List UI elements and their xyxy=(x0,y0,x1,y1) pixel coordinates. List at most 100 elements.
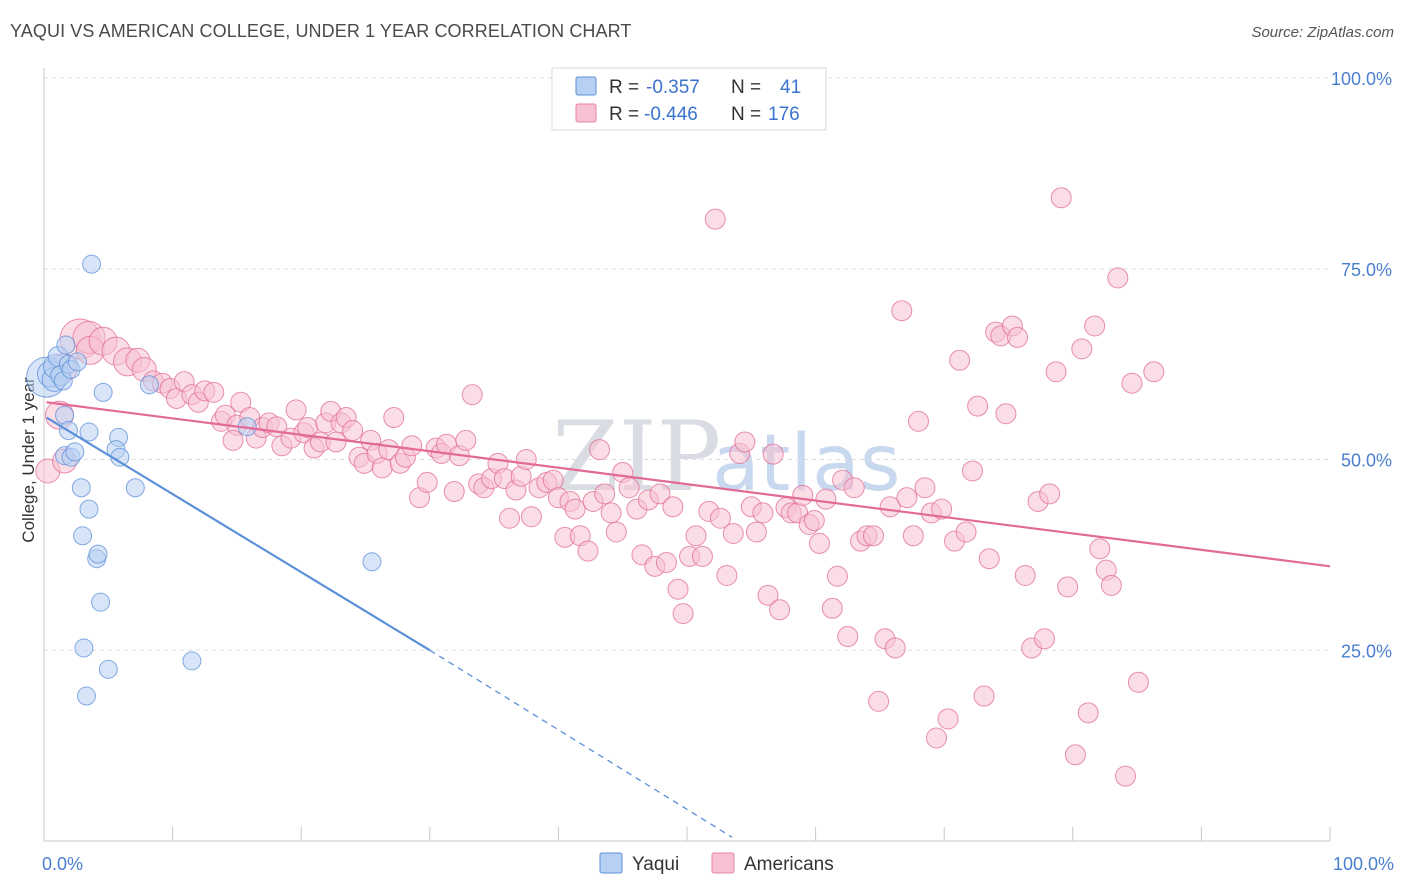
americans-point xyxy=(762,443,784,465)
americans-point xyxy=(1100,574,1122,596)
legend-bottom-label-yaqui: Yaqui xyxy=(632,854,679,875)
americans-point xyxy=(907,410,929,432)
yaqui-point xyxy=(93,382,113,402)
yaqui-point xyxy=(82,254,102,274)
legend-swatch-americans xyxy=(575,103,597,123)
americans-point xyxy=(734,431,756,453)
americans-point xyxy=(1089,538,1111,560)
yaqui-point xyxy=(88,544,108,564)
americans-point xyxy=(716,564,738,586)
legend-swatch-yaqui xyxy=(575,76,597,96)
americans-point xyxy=(285,399,307,421)
americans-point xyxy=(691,545,713,567)
yaqui-point xyxy=(91,592,111,612)
americans-point xyxy=(925,727,947,749)
americans-point xyxy=(868,690,890,712)
x-ticks xyxy=(43,827,1331,841)
americans-point xyxy=(564,498,586,520)
americans-point xyxy=(826,565,848,587)
americans-point xyxy=(955,521,977,543)
americans-point xyxy=(1107,267,1129,289)
legend-r-value-yaqui: -0.357 xyxy=(646,77,700,98)
yaqui-point xyxy=(125,478,145,498)
americans-point xyxy=(745,521,767,543)
americans-point xyxy=(1064,744,1086,766)
y-tick-label-25: 25.0% xyxy=(1341,641,1392,661)
americans-point xyxy=(1045,361,1067,383)
americans-point xyxy=(605,521,627,543)
americans-point xyxy=(961,460,983,482)
americans-point xyxy=(752,502,774,524)
americans-point xyxy=(499,507,521,529)
americans-point xyxy=(416,471,438,493)
americans-point xyxy=(455,429,477,451)
americans-point xyxy=(914,477,936,499)
americans-point xyxy=(1127,671,1149,693)
americans-point xyxy=(672,603,694,625)
americans-point xyxy=(1115,765,1137,787)
americans-point xyxy=(383,407,405,429)
americans-point xyxy=(843,477,865,499)
americans-point xyxy=(815,488,837,510)
americans-point xyxy=(1084,315,1106,337)
americans-point xyxy=(1121,372,1143,394)
americans-point xyxy=(1143,361,1165,383)
legend-bottom-swatch-yaqui xyxy=(599,852,623,874)
yaqui-point xyxy=(71,478,91,498)
americans-point xyxy=(1039,483,1061,505)
yaqui-trend-line xyxy=(46,416,431,652)
americans-point xyxy=(685,525,707,547)
legend-r-value-americans: -0.446 xyxy=(644,104,698,125)
yaqui-point xyxy=(76,686,96,706)
americans-point xyxy=(1007,326,1029,348)
trend-lines xyxy=(46,401,1331,838)
yaqui-point xyxy=(74,638,94,658)
americans-point xyxy=(937,708,959,730)
americans-point xyxy=(667,578,689,600)
americans-point xyxy=(709,507,731,529)
americans-point xyxy=(757,584,779,606)
legend-bottom-label-americans: Americans xyxy=(744,854,834,875)
americans-point xyxy=(722,523,744,545)
yaqui-point xyxy=(182,651,202,671)
x-tick-label-min: 0.0% xyxy=(42,854,83,874)
americans-trend-line xyxy=(46,401,1331,568)
americans-point xyxy=(949,349,971,371)
x-tick-label-max: 100.0% xyxy=(1333,854,1394,874)
americans-point xyxy=(1050,187,1072,209)
americans-point xyxy=(995,403,1017,425)
americans-point xyxy=(655,552,677,574)
americans-point xyxy=(862,525,884,547)
americans-point xyxy=(1014,564,1036,586)
americans-point xyxy=(704,208,726,230)
yaqui-point xyxy=(73,526,93,546)
americans-point xyxy=(520,506,542,528)
series-americans-points xyxy=(35,187,1165,787)
americans-point xyxy=(821,597,843,619)
americans-point xyxy=(594,483,616,505)
americans-point xyxy=(662,496,684,518)
y-axis-title: College, Under 1 year xyxy=(19,377,38,543)
y-tick-label-75: 75.0% xyxy=(1341,260,1392,280)
y-tick-labels: 25.0% 50.0% 75.0% 100.0% xyxy=(1331,69,1392,661)
yaqui-point xyxy=(362,552,382,572)
americans-point xyxy=(222,429,244,451)
legend-r-label-americans: R = xyxy=(609,104,639,125)
yaqui-point xyxy=(98,659,118,679)
americans-point xyxy=(600,502,622,524)
y-tick-label-100: 100.0% xyxy=(1331,69,1392,89)
americans-point xyxy=(891,300,913,322)
americans-point xyxy=(792,484,814,506)
americans-point xyxy=(769,599,791,621)
legend-n-label-yaqui: N = xyxy=(731,77,761,98)
americans-point xyxy=(803,510,825,532)
americans-point xyxy=(1071,338,1093,360)
legend-bottom-swatch-americans xyxy=(711,852,735,874)
americans-point xyxy=(515,449,537,470)
yaqui-point xyxy=(65,442,85,462)
legend-n-value-americans: 176 xyxy=(768,104,800,125)
legend-top-frame xyxy=(551,67,827,131)
legend-n-label-americans: N = xyxy=(731,104,761,125)
americans-point xyxy=(542,469,564,491)
